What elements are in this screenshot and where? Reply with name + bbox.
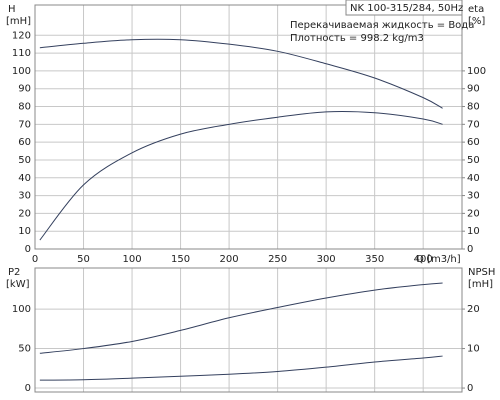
y2-axis-label: eta [468, 4, 484, 15]
y-tick-label: 120 [12, 30, 31, 41]
y-tick-label: 50 [18, 344, 31, 355]
y-tick-label: 40 [18, 173, 31, 184]
curve [39, 355, 443, 381]
y2-tick-label: 40 [467, 173, 480, 184]
y-axis-label: H [8, 4, 16, 15]
annotation: Перекачиваемая жидкость = Вода [290, 20, 474, 31]
x-axis-label: Q [m3/h] [416, 254, 461, 265]
y2-axis-unit: [%] [468, 16, 485, 27]
y2-tick-label: 30 [467, 191, 480, 202]
plot-area [35, 5, 462, 249]
x-tick-label: 50 [77, 254, 90, 265]
x-tick-label: 200 [220, 254, 239, 265]
curve [39, 282, 443, 354]
curve [39, 38, 443, 109]
y-tick-label: 0 [25, 244, 31, 255]
x-tick-label: 300 [317, 254, 336, 265]
x-tick-label: 100 [122, 254, 141, 265]
y-tick-label: 90 [18, 84, 31, 95]
y2-tick-label: 20 [467, 304, 480, 315]
y2-tick-label: 20 [467, 208, 480, 219]
y2-tick-label: 80 [467, 102, 480, 113]
x-tick-label: 150 [171, 254, 190, 265]
title-box [345, 0, 463, 16]
y-tick-label: 80 [18, 102, 31, 113]
y2-axis-unit: [mH] [468, 279, 493, 290]
y2-tick-label: 10 [467, 226, 480, 237]
y2-tick-label: 10 [467, 344, 480, 355]
y-axis-unit: [mH] [6, 16, 31, 27]
y-tick-label: 70 [18, 119, 31, 130]
x-tick-label: 250 [268, 254, 287, 265]
y-tick-label: 50 [18, 155, 31, 166]
plot-frame [34, 4, 463, 250]
curve [39, 111, 443, 241]
y2-tick-label: 0 [467, 244, 473, 255]
y-tick-label: 110 [12, 48, 31, 59]
y-axis-label: P2 [8, 267, 20, 278]
y-tick-label: 100 [12, 66, 31, 77]
y2-axis-label: NPSH [468, 267, 495, 278]
x-tick-label: 350 [365, 254, 384, 265]
x-tick-label: 400 [414, 254, 433, 265]
y-axis-unit: [kW] [6, 279, 30, 290]
y-tick-label: 10 [18, 226, 31, 237]
y2-tick-label: 50 [467, 155, 480, 166]
chart-title: NK 100-315/284, 50Hz [350, 3, 463, 14]
y2-tick-label: 90 [467, 84, 480, 95]
y-tick-label: 100 [12, 304, 31, 315]
plot-area [35, 268, 462, 392]
y-tick-label: 30 [18, 191, 31, 202]
y-tick-label: 20 [18, 208, 31, 219]
y2-tick-label: 70 [467, 119, 480, 130]
x-tick-label: 0 [32, 254, 38, 265]
y2-tick-label: 60 [467, 137, 480, 148]
y-tick-label: 60 [18, 137, 31, 148]
y2-tick-label: 100 [467, 66, 486, 77]
y-tick-label: 0 [25, 383, 31, 394]
y2-tick-label: 0 [467, 383, 473, 394]
plot-frame [34, 267, 463, 393]
annotation: Плотность = 998.2 kg/m3 [290, 33, 424, 44]
